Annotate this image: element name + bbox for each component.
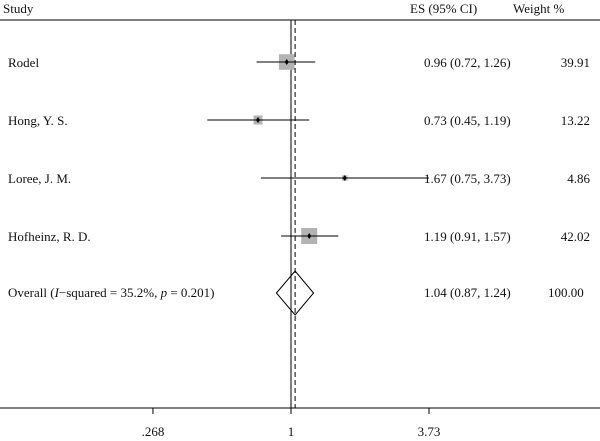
study-ci-text: 0.73 (0.45, 1.19): [424, 113, 511, 128]
study-point-estimate: [256, 117, 261, 123]
study-name: Loree, J. M.: [8, 171, 71, 186]
header-weight: Weight %: [513, 1, 564, 16]
x-tick-label: 3.73: [418, 424, 441, 439]
study-ci-text: 1.67 (0.75, 3.73): [424, 171, 511, 186]
study-name: Rodel: [8, 55, 39, 70]
x-tick-label: 1: [288, 424, 295, 439]
overall-label: Overall (I−squared = 35.2%, p = 0.201): [8, 285, 215, 300]
study-row: Loree, J. M. 1.67 (0.75, 3.73) 4.86: [8, 171, 591, 186]
overall-diamond: [275, 270, 315, 316]
study-row: Hong, Y. S. 0.73 (0.45, 1.19) 13.22: [8, 113, 590, 128]
overall-ci-text: 1.04 (0.87, 1.24): [424, 285, 511, 300]
study-row: Hofheinz, R. D. 1.19 (0.91, 1.57) 42.02: [8, 228, 590, 244]
study-weight-text: 39.91: [561, 55, 590, 70]
study-weight-text: 42.02: [561, 229, 590, 244]
study-name: Hofheinz, R. D.: [8, 229, 91, 244]
header-study: Study: [3, 1, 34, 16]
x-axis-ticks: .268 1 3.73: [142, 408, 441, 439]
study-ci-text: 0.96 (0.72, 1.26): [424, 55, 511, 70]
study-row: Rodel 0.96 (0.72, 1.26) 39.91: [8, 54, 590, 70]
study-rows: Rodel 0.96 (0.72, 1.26) 39.91 Hong, Y. S. 0.…: [8, 54, 591, 244]
header-es: ES (95% CI): [410, 1, 477, 16]
study-point-estimate: [307, 233, 312, 239]
overall-weight-text: 100.00: [548, 285, 584, 300]
study-weight-text: 4.86: [567, 171, 590, 186]
study-ci-text: 1.19 (0.91, 1.57): [424, 229, 511, 244]
study-name: Hong, Y. S.: [8, 113, 68, 128]
study-weight-text: 13.22: [561, 113, 590, 128]
study-point-estimate: [342, 175, 347, 181]
x-tick-label: .268: [142, 424, 165, 439]
study-point-estimate: [284, 59, 289, 65]
